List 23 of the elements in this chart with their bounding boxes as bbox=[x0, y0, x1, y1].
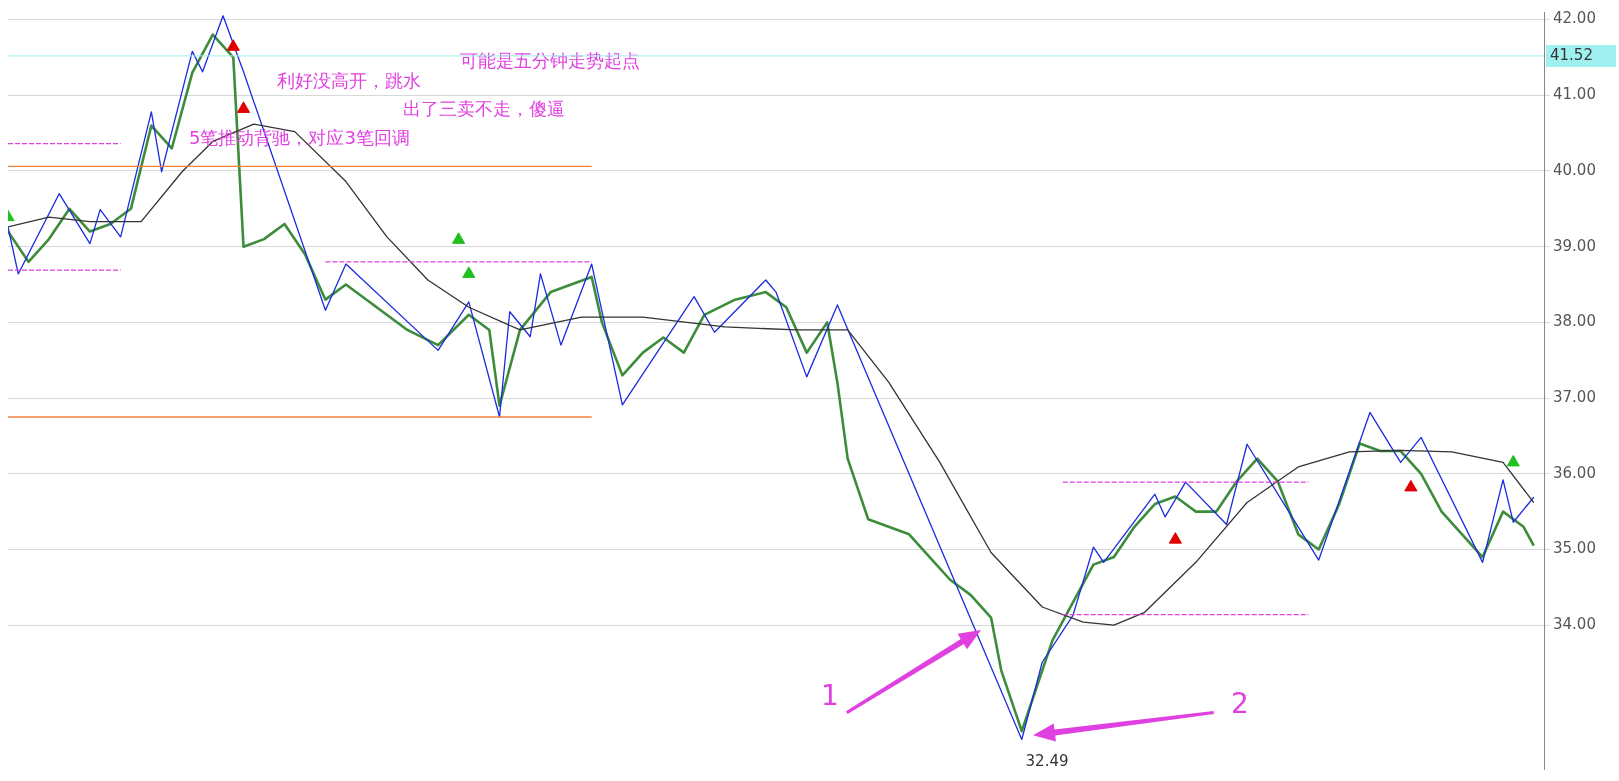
point bbox=[1404, 479, 1418, 492]
y-tick-label: 34.00 bbox=[1553, 615, 1596, 634]
annotation: 32.49 bbox=[1025, 752, 1069, 771]
annotation: 出了三卖不走，傻逼 bbox=[402, 98, 565, 120]
y-tick-label: 35.00 bbox=[1553, 539, 1596, 558]
y-tick-label: 38.00 bbox=[1553, 312, 1596, 331]
ref-line-label: 41.52 bbox=[1550, 45, 1593, 64]
point bbox=[1168, 532, 1182, 544]
y-tick-label: 39.00 bbox=[1553, 236, 1596, 255]
point bbox=[226, 39, 240, 51]
annotation: 2 bbox=[1231, 686, 1249, 720]
point bbox=[452, 232, 466, 244]
y-tick-label: 42.00 bbox=[1553, 9, 1596, 28]
annotation: 可能是五分钟走势起点 bbox=[459, 49, 640, 71]
y-tick-label: 40.00 bbox=[1553, 160, 1596, 179]
point bbox=[236, 101, 251, 113]
y-tick-label: 37.00 bbox=[1553, 387, 1596, 406]
y-tick-label: 41.00 bbox=[1553, 85, 1596, 104]
point bbox=[1506, 454, 1520, 467]
annotation: 利好没高开，跳水 bbox=[276, 70, 421, 92]
annotation: 1 bbox=[821, 678, 839, 712]
point bbox=[462, 266, 476, 278]
y-tick-label: 36.00 bbox=[1553, 463, 1596, 482]
